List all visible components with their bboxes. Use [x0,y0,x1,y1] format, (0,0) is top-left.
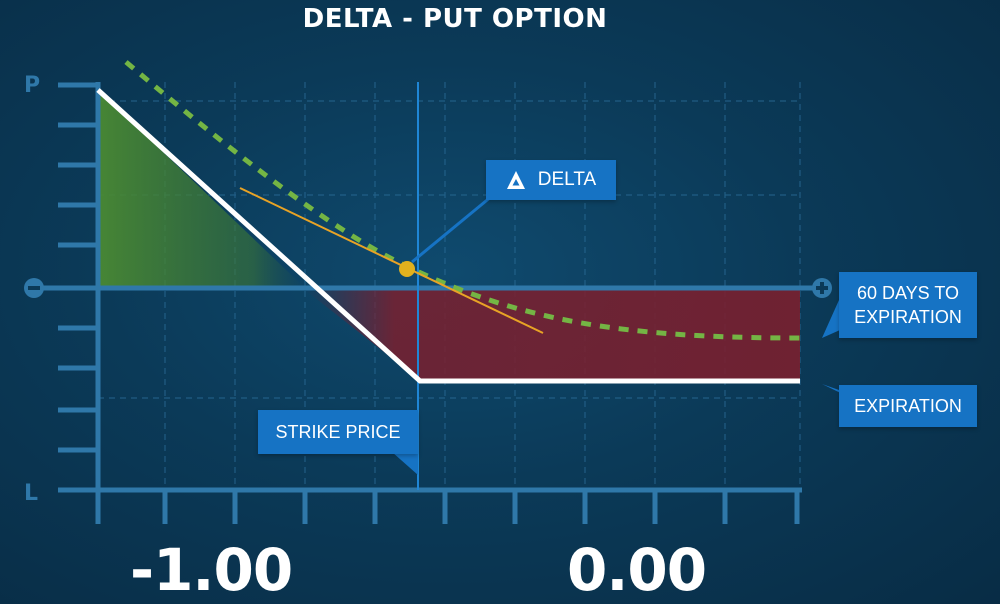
sixty-day-value-curve [124,60,801,341]
delta-callout-connector [411,194,493,264]
sixty-days-line2: EXPIRATION [854,307,962,327]
sixty-days-callout: 60 DAYS TO EXPIRATION [839,272,977,338]
x-axis-right-label: 0.00 [567,536,707,604]
expiration-callout: EXPIRATION [839,385,977,427]
delta-tangent-line [239,187,544,334]
sixty-days-line1: 60 DAYS TO [856,283,960,303]
delta-callout-label: DELTA [537,169,597,190]
x-axis-left-label: -1.00 [130,536,293,604]
strike-price-callout: STRIKE PRICE [258,410,418,454]
expiration-payoff-line [96,88,800,384]
y-axis-top-label: P [24,73,41,98]
plus-circle-icon [812,278,832,298]
expiration-callout-label: EXPIRATION [854,395,962,416]
y-axis [58,82,101,494]
diagram-title: DELTA - PUT OPTION [302,4,608,34]
loss-area [305,290,800,380]
delta-callout: DELTA [486,160,616,200]
strike-price-label: STRIKE PRICE [275,421,401,442]
triangle-icon [506,171,525,189]
strike-callout-pointer [392,452,418,475]
minus-circle-icon [24,278,44,298]
y-axis-bottom-label: L [24,481,39,506]
delta-point [399,261,415,277]
x-axis [95,487,802,524]
